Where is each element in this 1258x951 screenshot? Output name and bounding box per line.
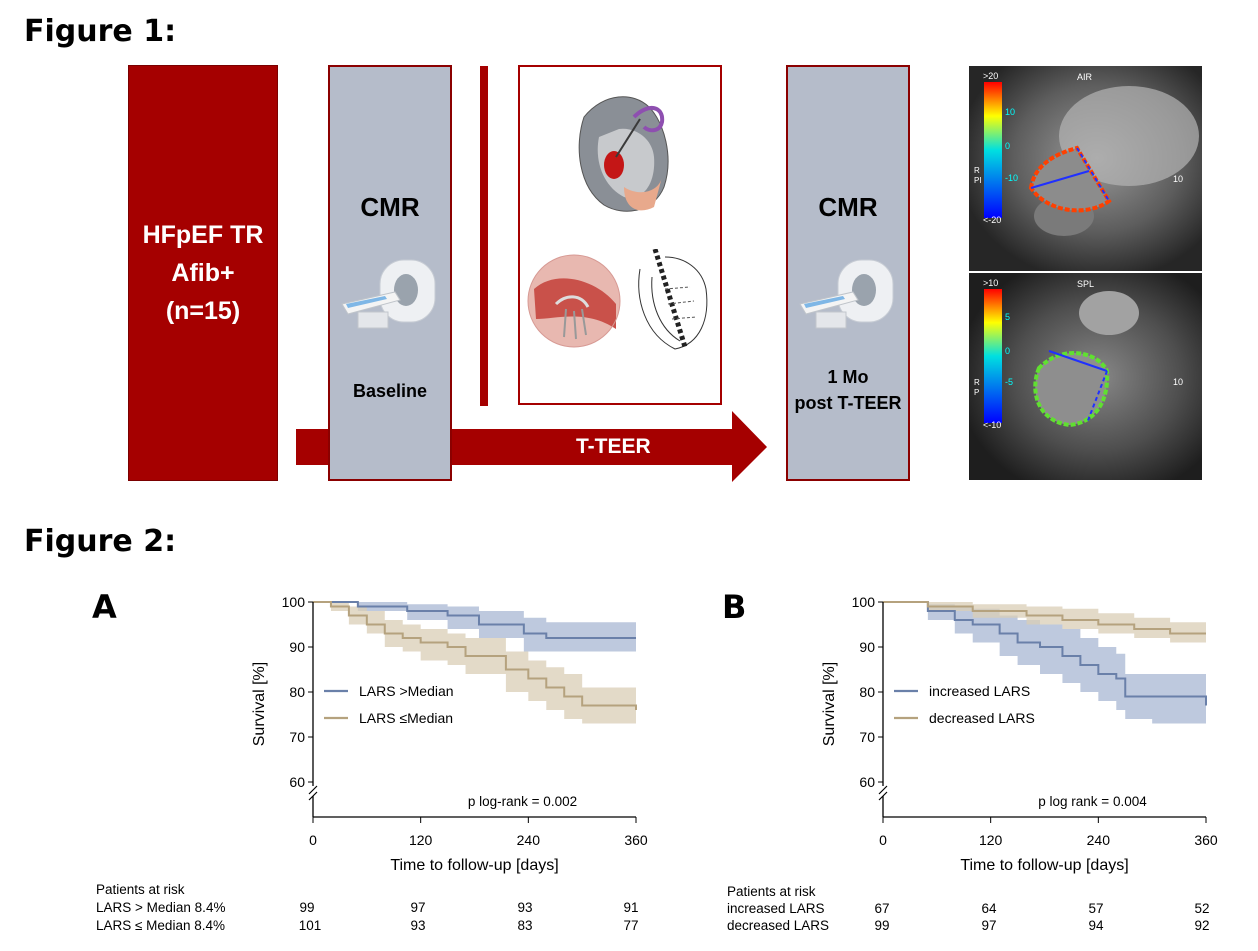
y-tick-label: 60: [289, 774, 305, 790]
x-tick-label: 360: [1194, 832, 1218, 848]
mri-scanner-icon: [341, 259, 436, 329]
legend-label-2: decreased LARS: [929, 710, 1035, 726]
mri-top-tick-2: 0: [1005, 141, 1011, 151]
mri-bottom-tick-3: -5: [1005, 377, 1014, 387]
mri-top-bar-bottom: <-20: [983, 215, 1002, 225]
risk-header-a: Patients at risk: [96, 882, 185, 897]
risk-header-b: Patients at risk: [727, 884, 816, 899]
legend-label-1: increased LARS: [929, 683, 1030, 699]
y-tick-label: 80: [289, 684, 305, 700]
y-tick-label: 100: [852, 594, 876, 610]
mri-top-tick-3: -10: [1005, 173, 1019, 183]
y-tick-label: 80: [859, 684, 875, 700]
risk-a-1-3: 91: [623, 900, 639, 915]
p-value-annotation: p log-rank = 0.002: [468, 794, 577, 809]
risk-a-2-2: 83: [517, 918, 533, 933]
risk-b-2-0: 99: [874, 918, 890, 933]
survival-chart-a: 60 70 80 90 100 0 120 240 360 Time to follow-up […: [251, 594, 648, 874]
x-axis-label: Time to follow-up [days]: [960, 857, 1128, 874]
risk-a-1-1: 97: [410, 900, 426, 915]
survival-line-2: [313, 601, 637, 710]
mri-bottom-bar-bottom: <-10: [983, 420, 1002, 430]
y-axis-label: Survival [%]: [821, 662, 838, 746]
risk-a-1-2: 93: [517, 900, 533, 915]
x-tick-label: 240: [517, 832, 541, 848]
survival-chart-b: 60 70 80 90 100 0 120 240 360 Time to follow-up […: [821, 594, 1218, 874]
legend-label-1: LARS >Median: [359, 683, 454, 699]
cmr-followup-title: CMR: [818, 192, 878, 222]
risk-b-2-2: 94: [1088, 918, 1104, 933]
x-tick-label: 240: [1087, 832, 1111, 848]
x-tick-label: 360: [624, 832, 648, 848]
mri-bottom-label: SPL: [1077, 279, 1095, 289]
heart-illustration: [578, 96, 669, 212]
cohort-line-2: Afib+: [171, 259, 235, 287]
risk-b-2-1: 97: [981, 918, 997, 933]
mri-scanner-icon: [799, 259, 894, 329]
panel-a-letter: A: [92, 588, 117, 626]
y-tick-label: 90: [859, 639, 875, 655]
cohort-line-1: HFpEF TR: [142, 221, 264, 249]
risk-b-2-3: 92: [1194, 918, 1210, 933]
mri-top-tick-1: 10: [1005, 107, 1016, 117]
mri-bottom-bar-top: >10: [983, 278, 999, 288]
arrow-label: T-TEER: [576, 435, 651, 458]
risk-b-1-2: 57: [1088, 901, 1104, 916]
ci-band-2: [883, 602, 1206, 645]
cmr-baseline-title: CMR: [360, 192, 420, 222]
y-tick-label: 90: [289, 639, 305, 655]
mri-bottom-side: RP: [974, 378, 980, 397]
legend-label-2: LARS ≤Median: [359, 710, 453, 726]
mri-top-right: 10: [1173, 174, 1184, 184]
p-value-annotation: p log rank = 0.004: [1038, 794, 1147, 809]
risk-b-1-0: 67: [874, 901, 890, 916]
catheter-illustration: [638, 249, 708, 350]
x-tick-label: 0: [879, 832, 887, 848]
survival-line-1: [313, 601, 636, 639]
cohort-box: HFpEF TR Afib+ (n=15): [128, 65, 278, 481]
followup-label-2: post T-TEER: [794, 393, 902, 413]
y-tick-label: 100: [282, 594, 306, 610]
cmr-followup-box: CMR 1 Mo post T-TEER: [786, 65, 910, 481]
cmr-baseline-box: CMR Baseline: [328, 65, 452, 481]
risk-a-1-0: 99: [299, 900, 315, 915]
mri-bottom-right: 10: [1173, 377, 1184, 387]
mri-top-label: AIR: [1077, 72, 1093, 82]
x-axis-label: Time to follow-up [days]: [390, 857, 558, 874]
valve-illustration: [527, 254, 621, 348]
risk-label-b-2: decreased LARS: [727, 918, 830, 933]
mri-image-bottom: SPL >10 5 0 -5 <-10 RP 10: [969, 273, 1202, 480]
y-axis-label: Survival [%]: [251, 662, 268, 746]
mri-bottom-tick-2: 0: [1005, 346, 1011, 356]
y-tick-label: 70: [859, 729, 875, 745]
followup-label-1: 1 Mo: [827, 367, 869, 387]
survival-line-2: [883, 601, 1206, 635]
risk-a-2-1: 93: [410, 918, 426, 933]
risk-label-b-1: increased LARS: [727, 901, 825, 916]
panel-b-letter: B: [722, 588, 747, 626]
y-tick-label: 70: [289, 729, 305, 745]
y-tick-label: 60: [859, 774, 875, 790]
risk-label-a-2: LARS ≤ Median 8.4%: [96, 918, 225, 933]
cohort-line-3: (n=15): [165, 297, 241, 325]
risk-a-2-0: 101: [298, 918, 322, 933]
figure1-title: Figure 1:: [24, 14, 177, 49]
x-tick-label: 120: [409, 832, 433, 848]
ci-band-1: [313, 602, 636, 652]
risk-label-a-1: LARS > Median 8.4%: [96, 900, 226, 915]
mri-bottom-tick-1: 5: [1005, 312, 1011, 322]
x-tick-label: 120: [979, 832, 1003, 848]
figure2-title: Figure 2:: [24, 524, 177, 559]
procedure-box: [518, 65, 722, 405]
risk-b-1-3: 52: [1194, 901, 1210, 916]
risk-b-1-1: 64: [981, 901, 997, 916]
risk-a-2-3: 77: [623, 918, 639, 933]
baseline-label: Baseline: [352, 381, 428, 401]
survival-line-1: [883, 601, 1207, 706]
mri-image-top: AIR >20 10 0 -10 <-20 RPI 10: [969, 66, 1202, 271]
x-tick-label: 0: [309, 832, 317, 848]
mri-top-bar-top: >20: [983, 71, 999, 81]
mri-top-side: RPI: [974, 166, 982, 185]
